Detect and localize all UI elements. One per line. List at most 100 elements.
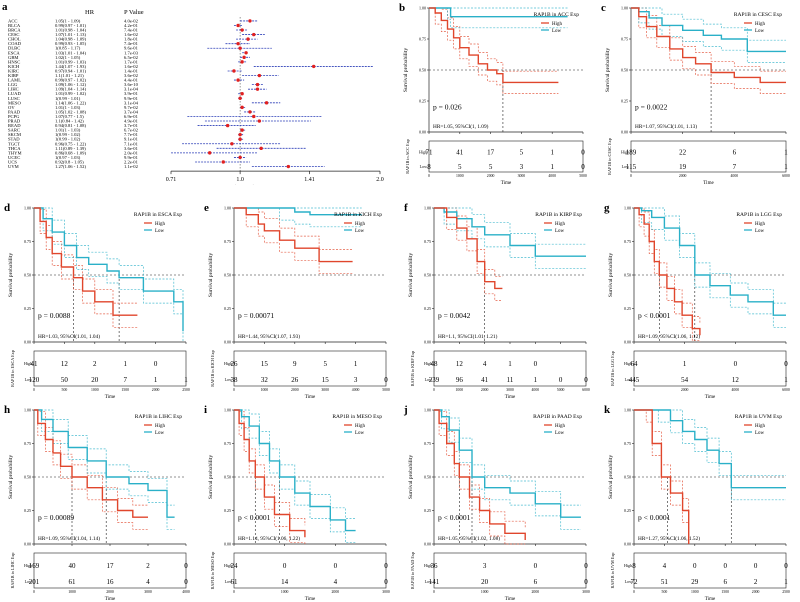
km-risk-value-high: 8 (632, 562, 636, 570)
km-legend-high: High (555, 424, 566, 429)
km-x-label: Time (705, 395, 716, 400)
forest-row-label: UVM (8, 164, 19, 169)
km-y-tick-label: 0.00 (224, 542, 231, 547)
km-risk-label-high: High (24, 563, 32, 568)
km-curve-high (434, 207, 503, 290)
km-risk-value-low: 61 (231, 578, 239, 586)
km-legend-low: Low (155, 431, 165, 436)
km-risk-ylabel: RAP1B in KIRP Exp (410, 351, 415, 387)
forest-row-hr: 1(0.99 - 1.01) (55, 96, 81, 101)
forest-row-label: UCEC (8, 155, 20, 160)
km-legend-high: High (755, 22, 766, 27)
km-y-tick-label: 0.50 (419, 68, 426, 73)
km-risk-label-low: Low (625, 377, 632, 382)
km-risk-table-frame (233, 552, 387, 589)
km-y-tick-label: 1.00 (621, 6, 628, 11)
forest-row-p: 4.4e-01 (124, 78, 139, 83)
km-legend-low: Low (555, 431, 565, 436)
forest-row-label: ACC (8, 18, 17, 23)
km-x-tick-label: 2000 (681, 388, 689, 392)
km-risk-table-frame (33, 552, 187, 589)
km-y-label: Survival probability (208, 455, 214, 499)
km-ci-lower-high (434, 207, 503, 301)
km-ci-upper-low (34, 409, 175, 506)
forest-x-tick-label: 0.71 (166, 177, 177, 183)
km-legend-low: Low (555, 229, 565, 234)
km-svg-j: j 0.00 0.25 0.50 0.75 1.00 Survival probabilit… (403, 404, 590, 602)
km-risk-value-high: 17 (487, 148, 495, 156)
forest-row-label: LUAD (8, 91, 21, 96)
forest-x-label: HR(95%CI) (225, 184, 254, 185)
km-y-tick-label: 0.25 (419, 99, 426, 104)
km-risk-value-low: 14 (281, 578, 289, 586)
forest-point (236, 41, 240, 46)
forest-row-p: 2.0e-01 (124, 150, 139, 155)
panel-label-b: b (399, 2, 405, 14)
km-svg-e: e 0.00 0.25 0.50 0.75 1.00 Survival probabilit… (204, 202, 390, 400)
forest-row-p: 4.2e-01 (124, 23, 139, 28)
km-y-tick-label: 0.00 (224, 340, 231, 345)
km-y-tick-label: 0.50 (624, 475, 631, 480)
km-ci-lower-low (34, 409, 175, 530)
forest-row-label: LAML (8, 78, 21, 83)
km-risk-value-high: 0 (184, 562, 188, 570)
km-risk-value-low: 0 (384, 578, 388, 586)
km-risk-value-low: 32 (261, 376, 269, 384)
forest-row-label: SARC (8, 128, 20, 133)
km-curve-high (434, 409, 526, 540)
km-risk-label-low: Low (425, 377, 432, 382)
km-y-tick-label: 0.25 (224, 306, 231, 311)
km-title: RAP1B in ACC Exp (534, 12, 580, 18)
forest-row-label: KIRC (8, 68, 19, 73)
km-risk-value-low: 6 (723, 578, 727, 586)
km-y-tick-label: 0.00 (424, 542, 431, 547)
km-y-tick-label: 0.75 (24, 239, 31, 244)
forest-row-hr: 1.04(0.98 - 1.09) (55, 37, 86, 42)
km-x-tick-label: 6000 (782, 388, 790, 392)
km-y-label: Survival probability (408, 253, 414, 297)
km-risk-value-high: 9 (293, 360, 297, 368)
km-x-tick-label: 1000 (456, 174, 464, 178)
km-x-tick-label: 1000 (281, 590, 289, 594)
km-svg-b: b 0.00 0.25 0.50 0.75 1.00 Survival probabilit… (399, 2, 587, 186)
km-risk-value-low: 1 (184, 376, 188, 384)
km-ci-lower-high (634, 207, 701, 342)
km-risk-value-high: 12 (456, 360, 464, 368)
forest-row-p: 7.7e-01 (124, 132, 139, 137)
forest-row-p: 1.1e-02 (124, 164, 139, 169)
km-hr: HR=1.27, 95%CI(1.06, 1.52) (638, 535, 700, 542)
km-y-tick-label: 1.00 (24, 408, 31, 413)
km-curve-high (234, 207, 353, 263)
forest-point (264, 101, 269, 105)
forest-row-p: 7.1e-01 (124, 141, 139, 146)
forest-row-p: 9.1e-01 (124, 137, 139, 142)
forest-row-hr: 1.14(1.06 - 1.22) (55, 100, 86, 105)
forest-row-label: GBM (8, 55, 18, 60)
km-y-tick-label: 1.00 (424, 206, 431, 211)
forest-row-p: 1.8e-01 (124, 37, 139, 42)
km-risk-value-high: 5 (520, 148, 524, 156)
km-panel-b: b 0.00 0.25 0.50 0.75 1.00 Survival probabilit… (395, 0, 597, 186)
forest-row-p: 2.2e-01 (124, 159, 139, 164)
forest-row-hr: 1.27(1.06 - 1.52) (55, 164, 86, 169)
km-risk-value-low: 3 (354, 376, 358, 384)
km-risk-value-high: 0 (534, 562, 538, 570)
km-x-tick-label: 4000 (532, 388, 540, 392)
km-risk-value-high: 26 (231, 360, 239, 368)
forest-row-hr: 1.01(1 - 1.03) (55, 105, 81, 110)
km-ci-lower-high (429, 7, 559, 94)
km-risk-value-low: 4 (334, 578, 338, 586)
km-risk-value-low: 6 (534, 578, 538, 586)
panel-label-g: g (604, 202, 610, 214)
km-y-label: Survival probability (403, 48, 409, 92)
km-ci-upper-low (634, 409, 786, 477)
forest-row-hr: 0.99(0.97 - 1.02) (55, 78, 86, 83)
panel-label-c: c (601, 2, 606, 14)
km-ci-upper-low (434, 409, 581, 506)
km-title: RAP1B in LGG Exp (736, 212, 782, 218)
km-risk-value-low: 16 (107, 578, 115, 586)
km-risk-value-low: 50 (61, 376, 69, 384)
km-risk-label-high: High (424, 361, 432, 366)
forest-row-hr: 1.07(0.77 - 1.5) (55, 114, 84, 119)
km-risk-value-high: 36 (431, 562, 439, 570)
